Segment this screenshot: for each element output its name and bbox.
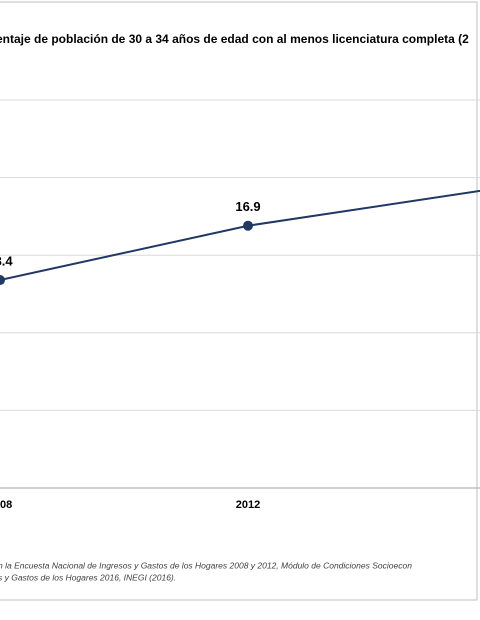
x-tick-label: 2012 (236, 499, 260, 511)
source: s y Gastos de los Hogares 2016, INEGI (2… (0, 572, 176, 582)
frame (0, 1, 478, 601)
source: n la Encuesta Nacional de Ingresos y Gas… (0, 560, 412, 570)
chart-title: entaje de población de 30 a 34 años de e… (0, 32, 469, 46)
marker (0, 275, 5, 286)
value-label: 16.9 (235, 199, 260, 214)
x-tick-label: 2008 (0, 499, 12, 511)
marker (243, 220, 253, 231)
value-label: 13.4 (0, 253, 13, 268)
